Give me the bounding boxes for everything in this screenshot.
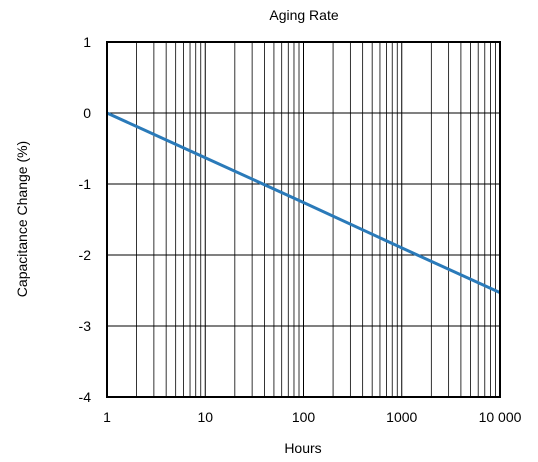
x-tick-label: 100 (292, 409, 316, 425)
y-tick-label: 1 (83, 34, 91, 50)
plot-frame (106, 41, 501, 398)
x-tick-label: 1000 (386, 409, 417, 425)
y-axis-ticks: 1 0 -1 -2 -3 -4 (79, 34, 92, 405)
grid (107, 42, 500, 397)
x-tick-label: 10 000 (479, 409, 522, 425)
y-tick-label: -3 (79, 318, 92, 334)
x-axis-ticks: 1 10 100 1000 10 000 (103, 409, 522, 425)
x-tick-label: 1 (103, 409, 111, 425)
x-tick-label: 10 (197, 409, 213, 425)
x-axis-label: Hours (284, 440, 321, 456)
capacitance-change-line (106, 111, 501, 294)
y-tick-label: -2 (79, 247, 92, 263)
y-axis-label: Capacitance Change (%) (14, 141, 30, 297)
y-tick-label: -4 (79, 389, 92, 405)
chart-title: Aging Rate (269, 7, 338, 23)
y-tick-label: -1 (79, 176, 92, 192)
y-tick-label: 0 (83, 105, 91, 121)
series-layer (106, 111, 501, 294)
